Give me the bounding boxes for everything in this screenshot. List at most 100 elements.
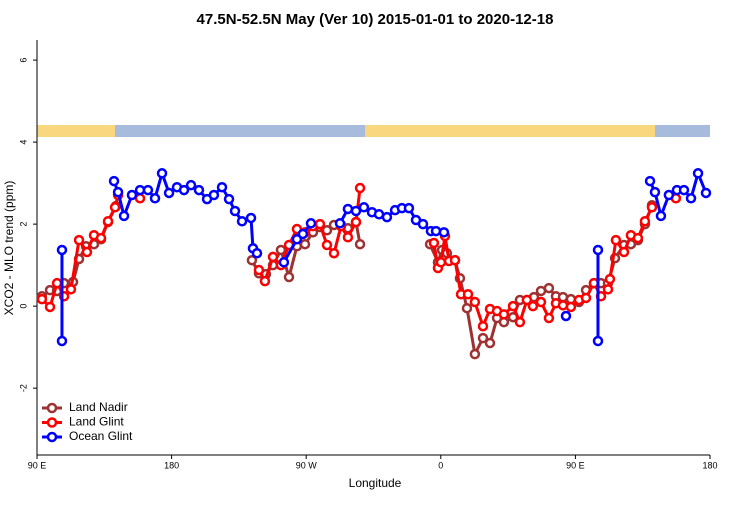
- data-point: [560, 310, 572, 322]
- data-point: [543, 282, 555, 294]
- data-point: [112, 186, 124, 198]
- data-point: [632, 232, 644, 244]
- data-point: [618, 246, 630, 258]
- data-point: [350, 205, 362, 217]
- data-point: [417, 218, 429, 230]
- data-point: [73, 234, 85, 246]
- data-point: [602, 284, 614, 295]
- data-point: [236, 216, 248, 227]
- data-point: [649, 186, 661, 198]
- data-point: [535, 296, 547, 308]
- data-point: [328, 247, 340, 259]
- data-point: [461, 302, 473, 314]
- data-point: [646, 202, 658, 213]
- data-point: [700, 187, 712, 199]
- data-point: [435, 257, 447, 268]
- data-point: [477, 320, 489, 332]
- data-point: [685, 193, 697, 204]
- data-point: [604, 273, 616, 285]
- data-point: [449, 254, 461, 266]
- data-point: [65, 284, 77, 295]
- data-point: [592, 335, 604, 347]
- data-point: [438, 227, 450, 238]
- data-point: [51, 277, 63, 289]
- data-point: [358, 202, 370, 213]
- map-strip: [37, 125, 710, 137]
- data-point: [498, 309, 510, 320]
- data-point: [527, 300, 539, 312]
- data-point: [663, 189, 675, 201]
- data-point: [299, 238, 311, 250]
- data-point: [565, 301, 577, 313]
- x-tick-label: 180: [702, 460, 717, 470]
- legend-marker: [46, 417, 58, 428]
- data-point: [149, 193, 161, 204]
- data-point: [350, 216, 362, 228]
- data-point: [134, 193, 146, 204]
- y-tick-label: 4: [18, 140, 28, 145]
- data-point: [246, 254, 258, 266]
- data-point: [507, 311, 519, 323]
- data-point: [321, 239, 333, 251]
- y-tick-label: 0: [18, 304, 28, 309]
- data-point: [430, 225, 442, 237]
- legend-marker: [46, 431, 58, 443]
- data-point: [142, 184, 154, 196]
- data-point: [610, 234, 622, 246]
- data-point: [223, 193, 235, 205]
- data-point: [118, 210, 130, 222]
- data-point: [639, 216, 651, 227]
- data-point: [156, 168, 168, 179]
- y-tick-label: 2: [18, 222, 28, 227]
- data-point: [543, 312, 555, 324]
- data-point: [354, 238, 366, 250]
- data-point: [108, 175, 120, 187]
- data-point: [185, 179, 197, 191]
- chart-title: 47.5N-52.5N May (Ver 10) 2015-01-01 to 2…: [197, 11, 554, 28]
- x-tick-label: 90 E: [566, 460, 585, 470]
- data-point: [305, 218, 317, 229]
- y-tick-label: 6: [18, 58, 28, 63]
- legend-label: Land Nadir: [69, 400, 128, 414]
- data-point: [56, 244, 68, 256]
- data-point: [477, 332, 489, 344]
- data-point: [278, 257, 290, 268]
- data-point: [354, 182, 366, 194]
- data-point: [342, 231, 354, 243]
- x-tick-label: 0: [438, 460, 443, 470]
- data-point: [109, 202, 121, 213]
- data-point: [44, 301, 56, 313]
- data-point: [334, 218, 346, 229]
- data-point: [644, 175, 656, 187]
- data-point: [484, 337, 496, 349]
- data-point: [678, 184, 690, 196]
- ocean-band: [655, 125, 710, 137]
- data-point: [251, 247, 263, 259]
- data-point: [557, 300, 569, 311]
- data-point: [507, 300, 519, 312]
- data-point: [592, 244, 604, 256]
- data-point: [469, 296, 481, 308]
- data-point: [314, 218, 326, 230]
- x-axis-label: Longitude: [349, 476, 402, 490]
- data-point: [275, 244, 287, 256]
- data-point: [428, 237, 440, 249]
- x-tick-label: 180: [164, 460, 179, 470]
- data-point: [514, 316, 526, 328]
- legend-label: Land Glint: [69, 415, 124, 429]
- x-tick-label: 90 W: [296, 460, 318, 470]
- data-point: [81, 246, 93, 258]
- data-point: [580, 292, 592, 304]
- ocean-band: [115, 125, 365, 137]
- data-point: [462, 288, 474, 300]
- data-point: [259, 275, 271, 287]
- data-point: [469, 348, 481, 360]
- data-point: [521, 294, 533, 306]
- data-point: [216, 181, 228, 193]
- data-point: [245, 212, 257, 224]
- data-point: [95, 232, 107, 244]
- data-point: [267, 251, 279, 263]
- data-point: [253, 264, 265, 276]
- data-point: [283, 271, 295, 283]
- legend-label: Ocean Glint: [69, 429, 133, 443]
